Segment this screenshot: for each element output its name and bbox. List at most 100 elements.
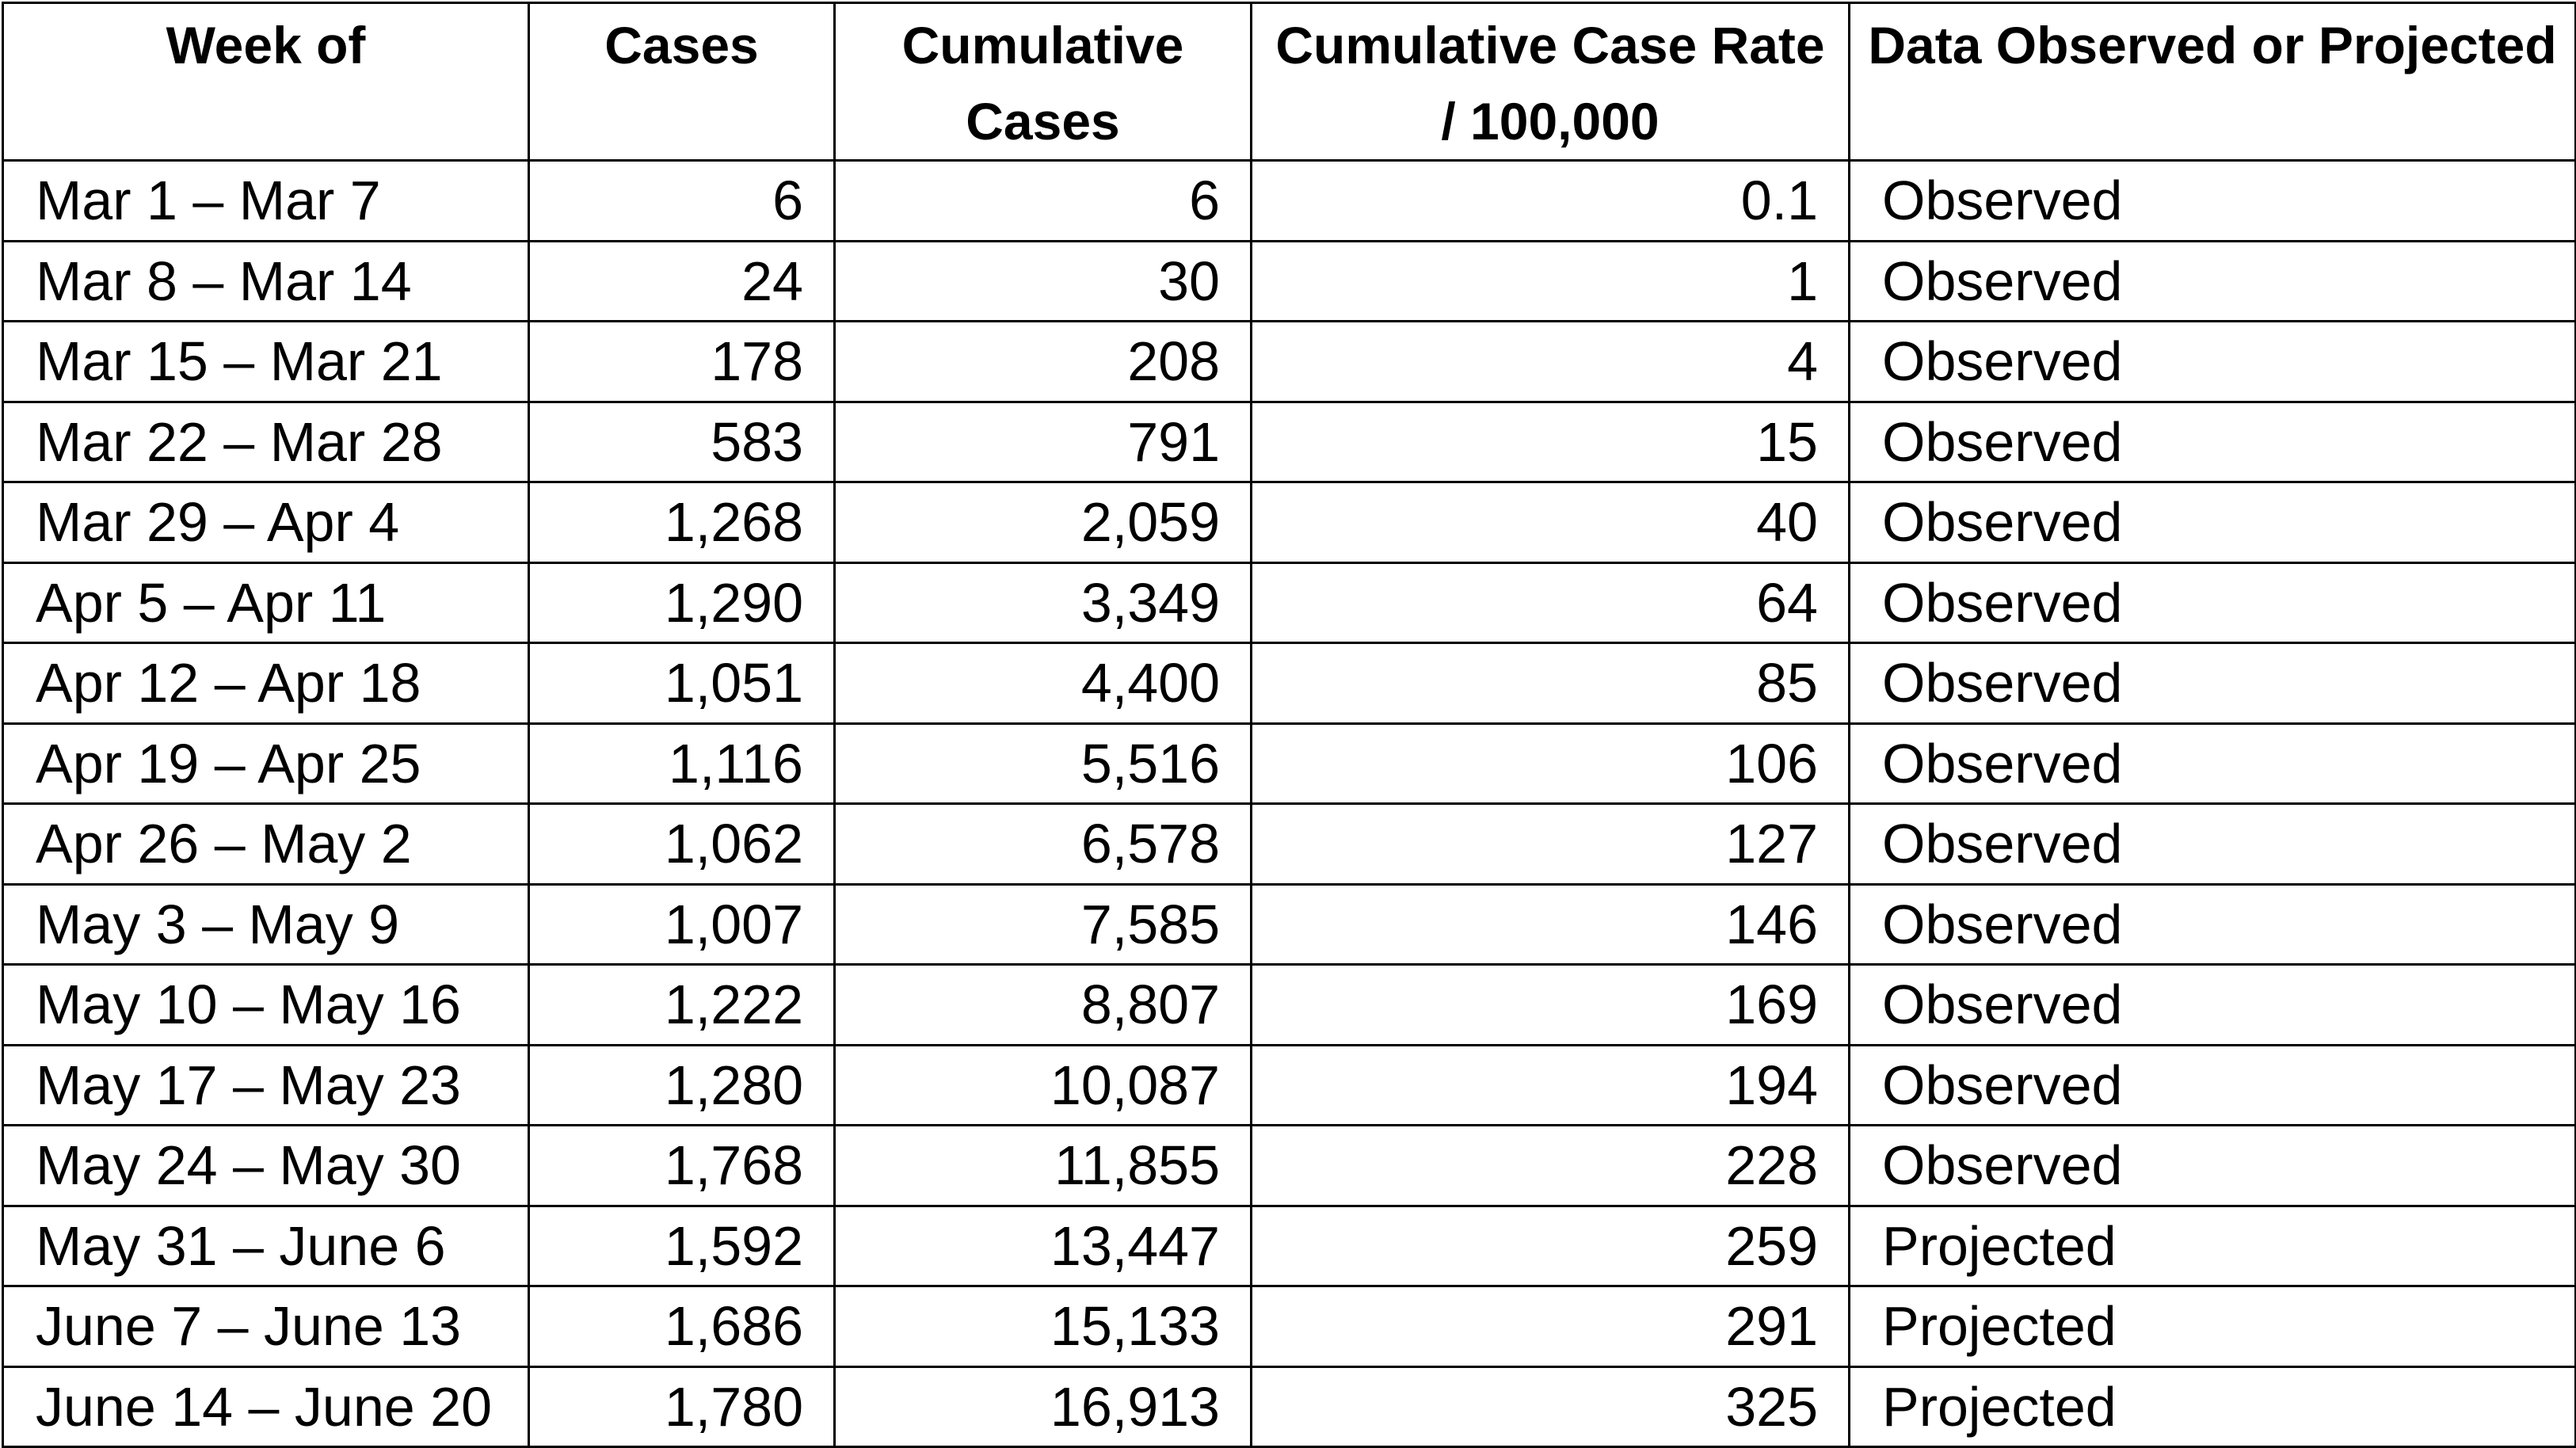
case-rate-cell: 106	[1250, 722, 1850, 805]
table-row: May 17 – May 23 1,280 10,087 194 Observe…	[2, 1043, 2576, 1126]
cases-cell: 1,062	[528, 802, 836, 886]
cases-cell: 583	[528, 400, 836, 483]
week-cell: May 24 – May 30	[2, 1124, 530, 1207]
case-rate-cell: 194	[1250, 1043, 1850, 1126]
case-rate-cell: 4	[1250, 320, 1850, 403]
cases-cell: 1,780	[528, 1365, 836, 1448]
week-cell: Mar 8 – Mar 14	[2, 239, 530, 322]
cases-cell: 1,686	[528, 1285, 836, 1368]
week-cell: May 17 – May 23	[2, 1043, 530, 1126]
table-row: Mar 29 – Apr 4 1,268 2,059 40 Observed	[2, 481, 2576, 564]
cases-cell: 1,592	[528, 1204, 836, 1287]
header-cases: Cases	[528, 2, 836, 162]
cumulative-cases-cell: 30	[833, 239, 1252, 322]
week-cell: June 14 – June 20	[2, 1365, 530, 1448]
cumulative-cases-cell: 10,087	[833, 1043, 1252, 1126]
table-row: Mar 8 – Mar 14 24 30 1 Observed	[2, 239, 2576, 322]
table-row: May 3 – May 9 1,007 7,585 146 Observed	[2, 882, 2576, 966]
week-cell: Mar 1 – Mar 7	[2, 159, 530, 242]
status-cell: Observed	[1848, 722, 2576, 805]
cumulative-cases-cell: 208	[833, 320, 1252, 403]
week-cell: May 31 – June 6	[2, 1204, 530, 1287]
header-cumulative-cases: Cumulative Cases	[833, 2, 1252, 162]
table-header: Week of Cases Cumulative Cases Cumulativ…	[2, 2, 2576, 162]
cumulative-cases-cell: 7,585	[833, 882, 1252, 966]
cases-cell: 1,222	[528, 963, 836, 1046]
week-cell: Apr 26 – May 2	[2, 802, 530, 886]
case-rate-cell: 85	[1250, 642, 1850, 725]
case-rate-cell: 146	[1250, 882, 1850, 966]
cases-cell: 24	[528, 239, 836, 322]
week-cell: May 3 – May 9	[2, 882, 530, 966]
status-cell: Observed	[1848, 882, 2576, 966]
cumulative-cases-cell: 6,578	[833, 802, 1252, 886]
week-cell: Apr 5 – Apr 11	[2, 561, 530, 644]
status-cell: Projected	[1848, 1365, 2576, 1448]
table-row: Mar 15 – Mar 21 178 208 4 Observed	[2, 320, 2576, 403]
case-rate-cell: 325	[1250, 1365, 1850, 1448]
cumulative-cases-cell: 16,913	[833, 1365, 1252, 1448]
week-cell: Apr 19 – Apr 25	[2, 722, 530, 805]
week-cell: Mar 15 – Mar 21	[2, 320, 530, 403]
table-row: Apr 5 – Apr 11 1,290 3,349 64 Observed	[2, 561, 2576, 644]
cumulative-cases-cell: 5,516	[833, 722, 1252, 805]
table-row: Apr 12 – Apr 18 1,051 4,400 85 Observed	[2, 642, 2576, 725]
cumulative-cases-cell: 4,400	[833, 642, 1252, 725]
table-row: Mar 22 – Mar 28 583 791 15 Observed	[2, 400, 2576, 483]
week-cell: Mar 29 – Apr 4	[2, 481, 530, 564]
status-cell: Observed	[1848, 159, 2576, 242]
status-cell: Observed	[1848, 320, 2576, 403]
status-cell: Observed	[1848, 642, 2576, 725]
cumulative-cases-cell: 11,855	[833, 1124, 1252, 1207]
table-row: May 24 – May 30 1,768 11,855 228 Observe…	[2, 1124, 2576, 1207]
cumulative-cases-cell: 8,807	[833, 963, 1252, 1046]
cumulative-cases-cell: 13,447	[833, 1204, 1252, 1287]
case-rate-cell: 15	[1250, 400, 1850, 483]
week-cell: June 7 – June 13	[2, 1285, 530, 1368]
status-cell: Observed	[1848, 561, 2576, 644]
table-row: June 14 – June 20 1,780 16,913 325 Proje…	[2, 1365, 2576, 1448]
week-cell: May 10 – May 16	[2, 963, 530, 1046]
status-cell: Observed	[1848, 239, 2576, 322]
cases-cell: 6	[528, 159, 836, 242]
case-rate-cell: 259	[1250, 1204, 1850, 1287]
header-week-of: Week of	[2, 2, 530, 162]
cumulative-cases-cell: 6	[833, 159, 1252, 242]
cumulative-cases-cell: 2,059	[833, 481, 1252, 564]
table-row: May 31 – June 6 1,592 13,447 259 Project…	[2, 1204, 2576, 1287]
cases-cell: 1,768	[528, 1124, 836, 1207]
status-cell: Observed	[1848, 1043, 2576, 1126]
case-rate-cell: 169	[1250, 963, 1850, 1046]
header-cumulative-case-rate: Cumulative Case Rate / 100,000	[1250, 2, 1850, 162]
status-cell: Projected	[1848, 1204, 2576, 1287]
cases-cell: 1,051	[528, 642, 836, 725]
cases-cell: 1,290	[528, 561, 836, 644]
case-rate-cell: 40	[1250, 481, 1850, 564]
cumulative-cases-cell: 15,133	[833, 1285, 1252, 1368]
status-cell: Observed	[1848, 481, 2576, 564]
case-rate-cell: 0.1	[1250, 159, 1850, 242]
status-cell: Observed	[1848, 963, 2576, 1046]
cumulative-cases-cell: 3,349	[833, 561, 1252, 644]
table-row: May 10 – May 16 1,222 8,807 169 Observed	[2, 963, 2576, 1046]
cases-cell: 1,280	[528, 1043, 836, 1126]
table-row: Apr 19 – Apr 25 1,116 5,516 106 Observed	[2, 722, 2576, 805]
header-data-observed-or-projected: Data Observed or Projected	[1848, 2, 2576, 162]
case-rate-cell: 291	[1250, 1285, 1850, 1368]
table-row: June 7 – June 13 1,686 15,133 291 Projec…	[2, 1285, 2576, 1368]
week-cell: Mar 22 – Mar 28	[2, 400, 530, 483]
table-row: Apr 26 – May 2 1,062 6,578 127 Observed	[2, 802, 2576, 886]
status-cell: Observed	[1848, 802, 2576, 886]
cases-cell: 1,007	[528, 882, 836, 966]
case-rate-cell: 228	[1250, 1124, 1850, 1207]
case-rate-cell: 64	[1250, 561, 1850, 644]
header-row: Week of Cases Cumulative Cases Cumulativ…	[2, 2, 2576, 162]
week-cell: Apr 12 – Apr 18	[2, 642, 530, 725]
cumulative-cases-cell: 791	[833, 400, 1252, 483]
table-body: Mar 1 – Mar 7 6 6 0.1 Observed Mar 8 – M…	[2, 159, 2576, 1448]
status-cell: Observed	[1848, 400, 2576, 483]
case-rate-cell: 1	[1250, 239, 1850, 322]
table-row: Mar 1 – Mar 7 6 6 0.1 Observed	[2, 159, 2576, 242]
